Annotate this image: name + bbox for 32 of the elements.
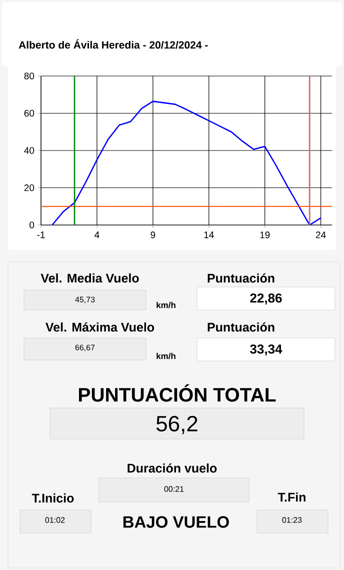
text: km/h: [156, 352, 176, 360]
line-series: [52, 100, 322, 225]
text: PUNTUACIÓN TOTAL: [79, 384, 276, 402]
x-tick-label: 9: [150, 232, 156, 238]
text: T.Inicio: [32, 493, 74, 503]
x-tick-label: 24: [316, 232, 326, 238]
text: T.Fin: [278, 492, 306, 502]
text: 00:21: [164, 486, 184, 492]
text: Vel. Máxima Vuelo: [46, 322, 154, 332]
text: 56,2: [156, 416, 198, 434]
text: 33,34: [250, 344, 282, 356]
text: km/h: [156, 302, 176, 308]
text: 22,86: [250, 293, 282, 305]
y-tick-label: 40: [24, 147, 34, 154]
y-tick-label: 20: [24, 184, 34, 192]
text: Puntuación: [208, 273, 274, 283]
text: 66,67: [75, 344, 95, 352]
text: 45,73: [75, 296, 95, 304]
x-tick-label: -1: [37, 232, 45, 238]
x-tick-label: 14: [204, 232, 214, 238]
text: 01:02: [45, 517, 65, 523]
text: Puntuación: [208, 322, 274, 332]
y-tick-label: 60: [24, 110, 34, 117]
x-tick-label: 19: [260, 232, 270, 238]
text: 01:23: [282, 517, 302, 523]
text: Vel. Media Vuelo: [40, 273, 139, 283]
x-tick-label: 4: [94, 232, 100, 238]
y-tick-label: 80: [24, 72, 34, 80]
chart-title: Alberto de Ávila Heredia - 20/12/2024 -: [18, 39, 208, 49]
text: BAJO VUELO: [123, 516, 229, 528]
text: Duración vuelo: [128, 463, 217, 473]
y-tick-label: 0: [30, 222, 34, 228]
